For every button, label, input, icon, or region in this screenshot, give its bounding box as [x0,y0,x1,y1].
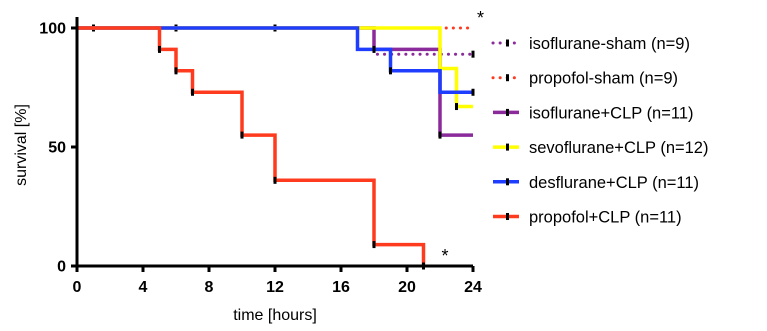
legend-label: propofol-sham (n=9) [529,70,678,88]
x-tick-label: 8 [205,279,214,296]
x-tick-label: 4 [139,279,148,296]
series-6 [77,26,426,270]
y-tick-label: 0 [57,259,66,276]
legend-item: sevoflurane+CLP (n=12) [493,139,708,157]
x-tick-label: 24 [464,279,482,296]
y-tick-label: 100 [39,21,66,38]
censor-mark [471,88,475,96]
legend-item: isoflurane+CLP (n=11) [493,104,694,122]
censor-mark [438,131,442,139]
series-line [77,26,473,109]
censor-mark [191,88,194,96]
y-tick-label: 50 [48,140,66,157]
censor-mark [389,67,392,75]
significance-asterisk: * [477,8,484,28]
legend-item: propofol+CLP (n=11) [493,209,682,227]
legend-marker [506,143,509,151]
censor-mark [471,50,475,58]
legend: isoflurane-sham (n=9) propofol-sham (n=9)… [491,35,708,227]
series-line [77,26,473,137]
legend-marker [506,74,509,82]
legend-label: isoflurane+CLP (n=11) [529,104,694,122]
series-5 [77,26,475,96]
series-line [77,26,426,266]
censor-mark [273,176,277,184]
censor-mark [455,103,458,111]
annotations: ** [442,8,485,266]
series-3 [77,26,473,139]
censor-mark [174,67,178,75]
series-layer [75,24,475,270]
legend-marker [506,213,509,220]
legend-label: isoflurane-sham (n=9) [529,35,690,53]
legend-item: isoflurane-sham (n=9) [491,35,690,53]
x-tick-label: 12 [266,279,284,296]
series-line [77,26,473,95]
legend-marker [506,108,509,116]
x-axis-title: time [hours] [233,307,317,324]
legend-item: propofol-sham (n=9) [491,70,678,88]
legend-label: sevoflurane+CLP (n=12) [529,139,708,157]
ticks: 0 4 8 12 16 20 24 0 50 100 [39,21,482,297]
censor-mark [158,45,161,53]
censor-mark [372,241,376,249]
legend-label: desflurane+CLP (n=11) [529,174,699,192]
legend-marker [506,39,509,47]
significance-asterisk: * [442,246,449,266]
series-1 [75,26,475,58]
censor-mark [372,45,376,53]
x-tick-label: 16 [332,279,350,296]
legend-marker [506,178,509,186]
x-tick-label: 0 [73,279,82,296]
censor-mark [240,131,244,139]
legend-label: propofol+CLP (n=11) [529,209,682,227]
legend-item: desflurane+CLP (n=11) [493,174,699,192]
x-tick-label: 20 [398,279,416,296]
y-axis-title: survival [%] [13,104,30,186]
series-4 [77,26,473,111]
